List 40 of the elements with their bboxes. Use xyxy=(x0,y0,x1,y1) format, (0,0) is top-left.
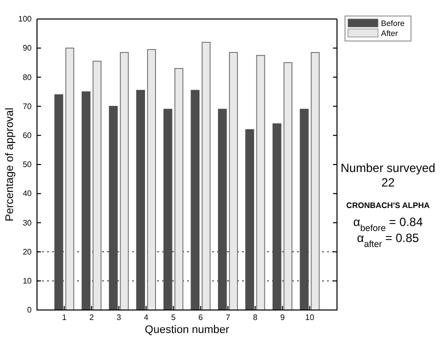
y-tick-label: 100 xyxy=(18,14,32,24)
bar xyxy=(120,52,129,310)
y-tick-label: 40 xyxy=(22,189,32,198)
y-axis-title: Percentage of approval xyxy=(4,108,16,222)
y-tick-label: 90 xyxy=(22,44,32,53)
bar xyxy=(229,52,238,310)
x-axis-title: Question number xyxy=(144,324,230,336)
text: α$_{after}$ = 0.85 xyxy=(357,231,420,249)
x-tick-label: 1 xyxy=(62,313,68,322)
legend-label: Before xyxy=(381,19,406,28)
bar xyxy=(256,54,266,310)
bar xyxy=(310,52,320,310)
bar xyxy=(284,62,292,310)
text: Number surveyed 22 xyxy=(340,161,436,190)
x-tick-label: 5 xyxy=(171,313,176,322)
bar xyxy=(65,48,74,310)
y-tick-label: 60 xyxy=(22,130,32,140)
bar xyxy=(202,42,211,310)
bar xyxy=(174,68,184,310)
x-tick-label: 2 xyxy=(89,313,94,322)
y-tick-label: 30 xyxy=(22,218,32,228)
bar xyxy=(136,90,145,310)
y-tick-label: 10 xyxy=(22,276,32,286)
bar xyxy=(147,49,156,310)
x-tick-label: 10 xyxy=(305,313,315,322)
y-tick-label: 80 xyxy=(22,72,32,82)
x-tick-label: 7 xyxy=(226,313,231,322)
text: α$_{before}$ = 0.84 xyxy=(353,215,424,233)
x-tick-label: 6 xyxy=(198,313,204,322)
legend-label: After xyxy=(381,29,398,38)
x-tick-label: 8 xyxy=(252,313,258,322)
x-tick-label: 9 xyxy=(280,313,286,322)
x-tick-label: 4 xyxy=(144,313,149,322)
bar xyxy=(92,60,102,310)
y-tick-label: 0 xyxy=(27,306,32,315)
y-tick-label: 50 xyxy=(22,160,32,170)
x-tick-label: 3 xyxy=(116,313,122,322)
text: CRONBACH'S ALPHA xyxy=(346,201,430,210)
y-tick-label: 70 xyxy=(22,102,32,111)
y-tick-label: 20 xyxy=(22,247,32,256)
